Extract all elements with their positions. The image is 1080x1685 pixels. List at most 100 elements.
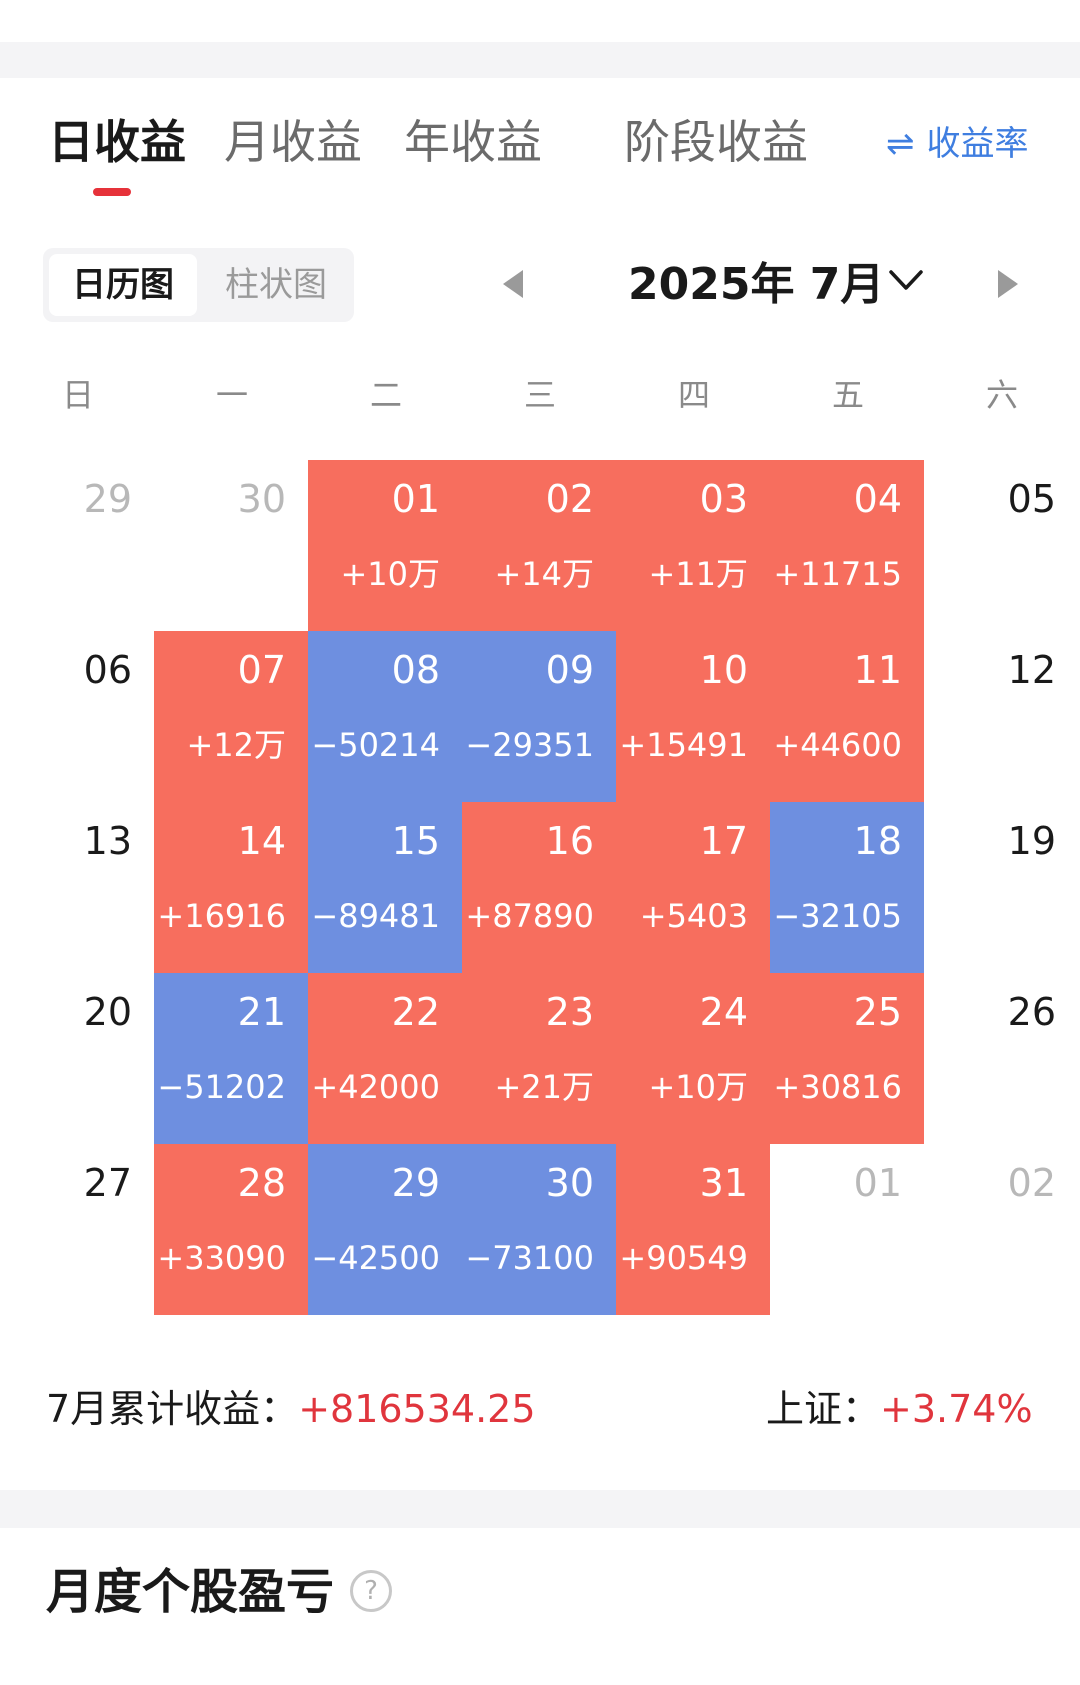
day-number: 13 (83, 819, 132, 863)
calendar-day-cell[interactable]: 31 +90549 (616, 1144, 770, 1315)
weekday-wed: 三 (523, 376, 556, 414)
calendar-day-cell[interactable]: 23 +21万 (462, 973, 616, 1144)
day-number: 12 (1007, 648, 1056, 692)
day-number: 19 (1007, 819, 1056, 863)
day-number: 18 (853, 819, 902, 863)
calendar-day-cell[interactable]: 12 (924, 631, 1078, 802)
day-pnl-value: −42500 (311, 1239, 440, 1277)
calendar-day-cell[interactable]: 01 (770, 1144, 924, 1315)
day-pnl-value: −89481 (311, 897, 440, 935)
day-number: 25 (853, 990, 902, 1034)
rate-toggle-label: 收益率 (926, 124, 1029, 164)
day-number: 28 (237, 1161, 286, 1205)
day-number: 15 (391, 819, 440, 863)
index-change: 上证：+3.74% (766, 1382, 1033, 1436)
day-number: 11 (853, 648, 902, 692)
day-number: 09 (545, 648, 594, 692)
day-number: 01 (391, 477, 440, 521)
calendar-day-cell[interactable]: 16 +87890 (462, 802, 616, 973)
swap-arrows-icon: ⇌ (886, 124, 915, 164)
day-number: 08 (391, 648, 440, 692)
calendar-day-cell[interactable]: 30 −73100 (462, 1144, 616, 1315)
tab-monthly[interactable]: 月收益 (224, 115, 362, 169)
calendar-day-cell[interactable]: 25 +30816 (770, 973, 924, 1144)
day-number: 04 (853, 477, 902, 521)
calendar-day-cell[interactable]: 01 +10万 (308, 460, 462, 631)
day-number: 02 (1007, 1161, 1056, 1205)
calendar-day-cell[interactable]: 29 (0, 460, 154, 631)
day-number: 26 (1007, 990, 1056, 1034)
day-pnl-value: +42000 (311, 1068, 440, 1106)
day-pnl-value: +11715 (773, 555, 902, 593)
day-number: 06 (83, 648, 132, 692)
calendar-day-cell[interactable]: 20 (0, 973, 154, 1144)
day-pnl-value: +21万 (494, 1068, 594, 1106)
calendar-day-cell[interactable]: 14 +16916 (154, 802, 308, 973)
calendar-day-cell[interactable]: 04 +11715 (770, 460, 924, 631)
calendar-day-cell[interactable]: 22 +42000 (308, 973, 462, 1144)
day-number: 21 (237, 990, 286, 1034)
view-switch: 日历图 柱状图 (43, 248, 354, 322)
calendar-day-cell[interactable]: 09 −29351 (462, 631, 616, 802)
day-number: 10 (699, 648, 748, 692)
monthly-total-label: 7月累计收益： (46, 1387, 299, 1431)
calendar-day-cell[interactable]: 15 −89481 (308, 802, 462, 973)
month-title[interactable]: 2025年 7月 (628, 259, 885, 310)
calendar-day-cell[interactable]: 26 (924, 973, 1078, 1144)
day-number: 22 (391, 990, 440, 1034)
day-pnl-value: −32105 (773, 897, 902, 935)
tab-yearly[interactable]: 年收益 (404, 115, 542, 169)
day-pnl-value: +14万 (494, 555, 594, 593)
day-number: 30 (237, 477, 286, 521)
day-number: 03 (699, 477, 748, 521)
weekday-tue: 二 (369, 376, 402, 414)
weekday-thu: 四 (677, 376, 710, 414)
day-number: 05 (1007, 477, 1056, 521)
next-month-arrow-icon[interactable] (998, 270, 1018, 298)
tab-period[interactable]: 阶段收益 (624, 115, 808, 169)
calendar-view-button[interactable]: 日历图 (49, 254, 197, 316)
help-icon[interactable]: ? (350, 1570, 392, 1612)
day-number: 01 (853, 1161, 902, 1205)
day-pnl-value: +10万 (648, 1068, 748, 1106)
calendar-day-cell[interactable]: 06 (0, 631, 154, 802)
calendar-day-cell[interactable]: 18 −32105 (770, 802, 924, 973)
day-pnl-value: −29351 (465, 726, 594, 764)
calendar-day-cell[interactable]: 30 (154, 460, 308, 631)
prev-month-arrow-icon[interactable] (503, 270, 523, 298)
calendar-day-cell[interactable]: 24 +10万 (616, 973, 770, 1144)
day-pnl-value: −51202 (157, 1068, 286, 1106)
chevron-down-icon[interactable] (888, 266, 924, 294)
tab-daily[interactable]: 日收益 (48, 115, 186, 169)
calendar-day-cell[interactable]: 17 +5403 (616, 802, 770, 973)
calendar-day-cell[interactable]: 13 (0, 802, 154, 973)
day-number: 20 (83, 990, 132, 1034)
calendar-day-cell[interactable]: 10 +15491 (616, 631, 770, 802)
calendar-day-cell[interactable]: 27 (0, 1144, 154, 1315)
bar-view-button[interactable]: 柱状图 (225, 265, 327, 305)
calendar-day-cell[interactable]: 05 (924, 460, 1078, 631)
day-pnl-value: +15491 (619, 726, 748, 764)
day-number: 27 (83, 1161, 132, 1205)
index-label: 上证： (766, 1387, 881, 1431)
calendar-day-cell[interactable]: 08 −50214 (308, 631, 462, 802)
calendar-day-cell[interactable]: 21 −51202 (154, 973, 308, 1144)
rate-toggle-button[interactable]: ⇌ 收益率 (886, 120, 1029, 168)
calendar-grid: 29 30 01 +10万 02 +14万 03 +11万 04 +11715 05 06 07 +12万… (0, 460, 1080, 1320)
calendar-day-cell[interactable]: 07 +12万 (154, 631, 308, 802)
weekday-sun: 日 (61, 376, 94, 414)
calendar-day-cell[interactable]: 03 +11万 (616, 460, 770, 631)
calendar-day-cell[interactable]: 02 (924, 1144, 1078, 1315)
calendar-day-cell[interactable]: 11 +44600 (770, 631, 924, 802)
calendar-day-cell[interactable]: 19 (924, 802, 1078, 973)
day-pnl-value: +33090 (157, 1239, 286, 1277)
monthly-total: 7月累计收益：+816534.25 (46, 1382, 536, 1436)
top-divider-band (0, 42, 1080, 78)
weekday-header: 日 一 二 三 四 五 六 (0, 370, 1080, 420)
calendar-day-cell[interactable]: 02 +14万 (462, 460, 616, 631)
day-number: 30 (545, 1161, 594, 1205)
calendar-day-cell[interactable]: 29 −42500 (308, 1144, 462, 1315)
day-pnl-value: +30816 (773, 1068, 902, 1106)
calendar-day-cell[interactable]: 28 +33090 (154, 1144, 308, 1315)
day-pnl-value: +16916 (157, 897, 286, 935)
